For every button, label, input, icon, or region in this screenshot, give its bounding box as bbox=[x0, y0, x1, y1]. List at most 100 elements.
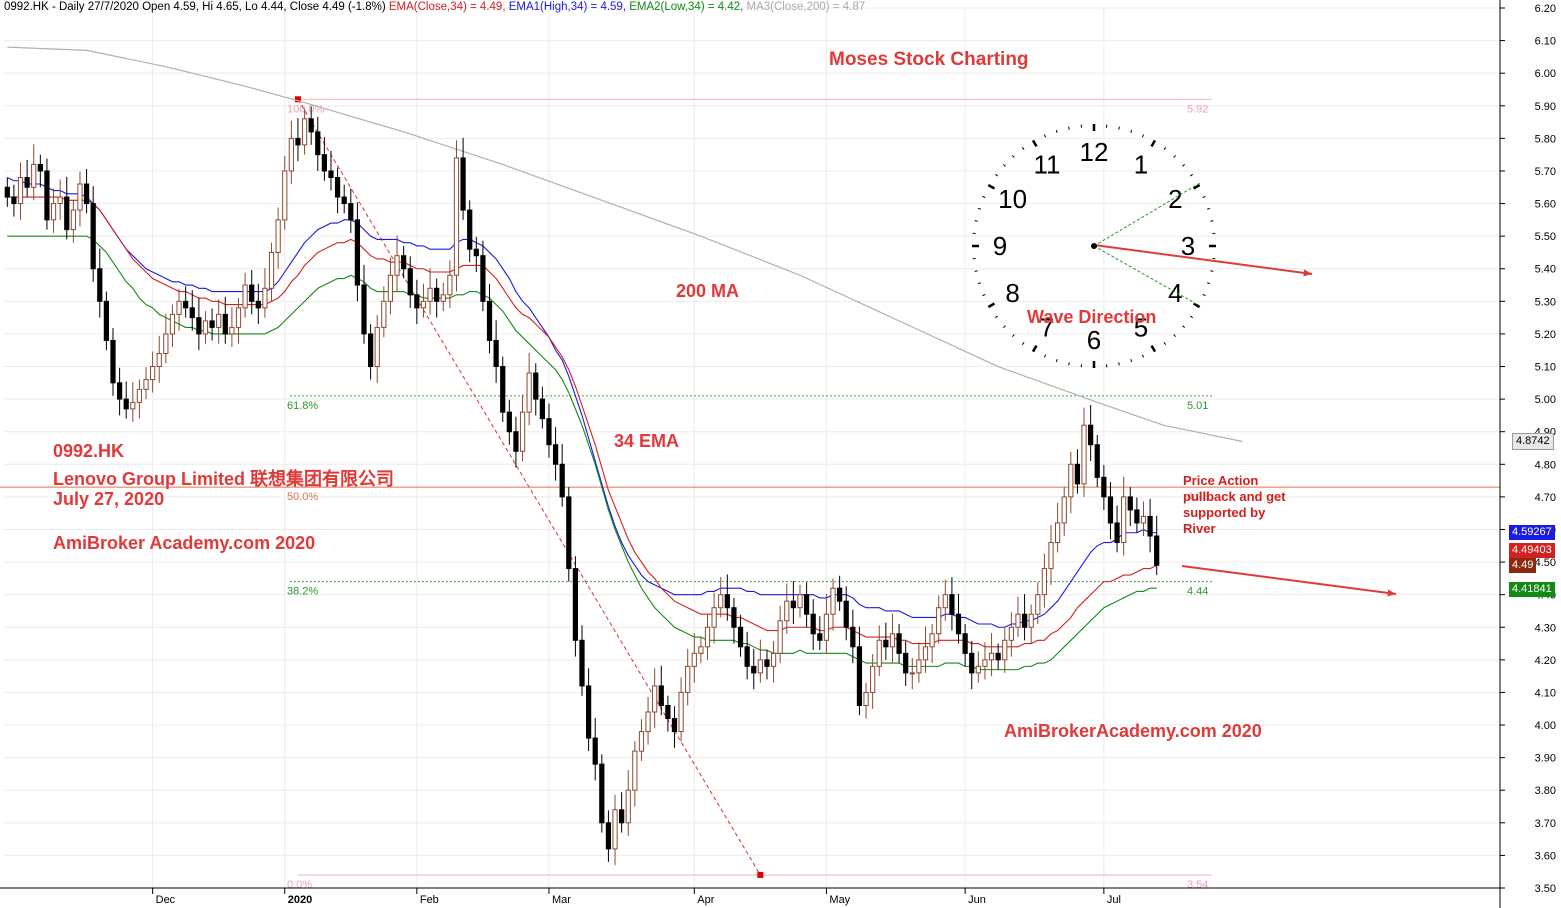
clock-tick bbox=[995, 315, 999, 319]
clock-number: 7 bbox=[1040, 312, 1054, 342]
candle-up bbox=[1008, 626, 1014, 641]
candle-up bbox=[268, 251, 275, 289]
clock-tick bbox=[1141, 134, 1145, 138]
price-arrow-head bbox=[1387, 589, 1396, 597]
clock-tick bbox=[1163, 147, 1167, 151]
candle-down bbox=[592, 737, 598, 765]
ma200-series bbox=[7, 46, 1243, 443]
candle-down bbox=[328, 170, 334, 178]
clock-tick bbox=[1003, 325, 1006, 329]
candle-down bbox=[341, 196, 347, 205]
candle-down bbox=[803, 594, 810, 615]
y-tick-label: 3.50 bbox=[1535, 883, 1556, 895]
candle-down bbox=[843, 600, 849, 628]
fib-label: 38.2% bbox=[287, 586, 318, 598]
clock-tick bbox=[1130, 129, 1133, 133]
y-tick-label: 4.00 bbox=[1535, 720, 1556, 732]
candle-down bbox=[110, 339, 116, 384]
ema-high-legend: EMA1(High,34) = 4.59, bbox=[508, 1, 627, 13]
ema-lines bbox=[7, 176, 1157, 671]
price-arrow bbox=[1181, 565, 1397, 595]
candle-down bbox=[896, 633, 902, 654]
candle-up bbox=[909, 672, 915, 675]
date-annotation: July 27, 2020 bbox=[53, 489, 165, 509]
candle-up bbox=[632, 750, 638, 791]
candle-up bbox=[57, 196, 63, 205]
candle-down bbox=[116, 382, 123, 400]
x-tick-label: Apr bbox=[697, 894, 714, 906]
candle-down bbox=[407, 268, 413, 296]
clock-tick bbox=[987, 302, 996, 309]
ma-legend: MA3(Close,200) = 4.87 bbox=[746, 1, 866, 13]
candle-down bbox=[533, 372, 539, 400]
x-tick-label: Jul bbox=[1107, 894, 1121, 906]
candle-up bbox=[453, 157, 460, 276]
candle-down bbox=[183, 300, 189, 309]
candle-down bbox=[196, 317, 202, 335]
watermark-right: AmiBrokerAcademy.com 2020 bbox=[1004, 721, 1262, 741]
y-tick-label: 5.00 bbox=[1535, 394, 1556, 406]
x-tick-label: Jun bbox=[968, 894, 986, 906]
candle-up bbox=[1054, 522, 1061, 544]
clock-tick bbox=[974, 270, 978, 272]
x-tick-label: Dec bbox=[156, 894, 176, 906]
price-axis: 3.503.603.703.803.904.004.104.204.304.40… bbox=[1499, 0, 1556, 908]
candle-down bbox=[209, 320, 215, 328]
candle-up bbox=[1015, 613, 1021, 628]
candle-up bbox=[387, 274, 394, 302]
candle-down bbox=[817, 633, 823, 641]
candle-up bbox=[777, 620, 783, 654]
candle-up bbox=[169, 313, 176, 335]
candle-down bbox=[1134, 509, 1140, 524]
symbol-info: 0992.HK - Daily 27/7/2020 Open 4.59, Hi … bbox=[4, 1, 386, 13]
candle-up bbox=[229, 326, 235, 335]
candle-down bbox=[579, 639, 585, 687]
clock-tick bbox=[977, 282, 981, 285]
clock-arrow bbox=[1093, 244, 1313, 275]
candle-down bbox=[949, 594, 955, 615]
candle-down bbox=[480, 255, 486, 302]
ema-low-legend: EMA2(Low,34) = 4.42, bbox=[629, 1, 744, 13]
candle-up bbox=[889, 633, 896, 648]
candle-up bbox=[704, 626, 711, 648]
candle-down bbox=[566, 496, 572, 570]
clock-number: 9 bbox=[993, 231, 1007, 261]
candle-down bbox=[500, 366, 506, 413]
candle-up bbox=[988, 652, 995, 661]
y-tick-label: 5.90 bbox=[1535, 101, 1556, 113]
candle-up bbox=[942, 594, 948, 609]
candle-down bbox=[368, 333, 374, 368]
clock-tick bbox=[1189, 173, 1193, 177]
clock-arrow-head bbox=[1303, 269, 1312, 277]
fib-label: 50.0% bbox=[287, 491, 318, 503]
clock-tick bbox=[1003, 163, 1006, 167]
candle-up bbox=[1002, 639, 1008, 661]
clock-tick bbox=[974, 220, 978, 222]
candle-down bbox=[189, 307, 195, 319]
candle-up bbox=[876, 639, 882, 667]
candle-up bbox=[1035, 594, 1041, 615]
fib-value-label: 5.92 bbox=[1187, 103, 1208, 115]
candle-up bbox=[262, 287, 268, 309]
clock-number: 11 bbox=[1034, 150, 1061, 180]
y-tick-label: 4.30 bbox=[1535, 622, 1556, 634]
y-tick-label: 4.50 bbox=[1535, 557, 1556, 569]
clock-number: 5 bbox=[1134, 312, 1148, 342]
candle-down bbox=[539, 398, 545, 420]
clock-tick bbox=[1202, 293, 1206, 297]
clock-tick bbox=[1043, 134, 1047, 138]
candle-up bbox=[797, 594, 803, 609]
ema-close-price-tag: 4.49403 bbox=[1509, 543, 1555, 558]
gridlines bbox=[4, 7, 1500, 889]
price-action-note: Price Action pullback and get supported … bbox=[1183, 473, 1286, 536]
y-tick-label: 6.10 bbox=[1535, 36, 1556, 48]
y-tick-label: 4.20 bbox=[1535, 655, 1556, 667]
y-tick-label: 5.30 bbox=[1535, 296, 1556, 308]
candle-up bbox=[652, 685, 658, 713]
trend-arrows bbox=[1093, 244, 1397, 597]
clock-tick bbox=[1150, 139, 1157, 148]
candle-down bbox=[790, 600, 796, 609]
candle-up bbox=[678, 691, 684, 733]
candle-up bbox=[77, 183, 83, 211]
